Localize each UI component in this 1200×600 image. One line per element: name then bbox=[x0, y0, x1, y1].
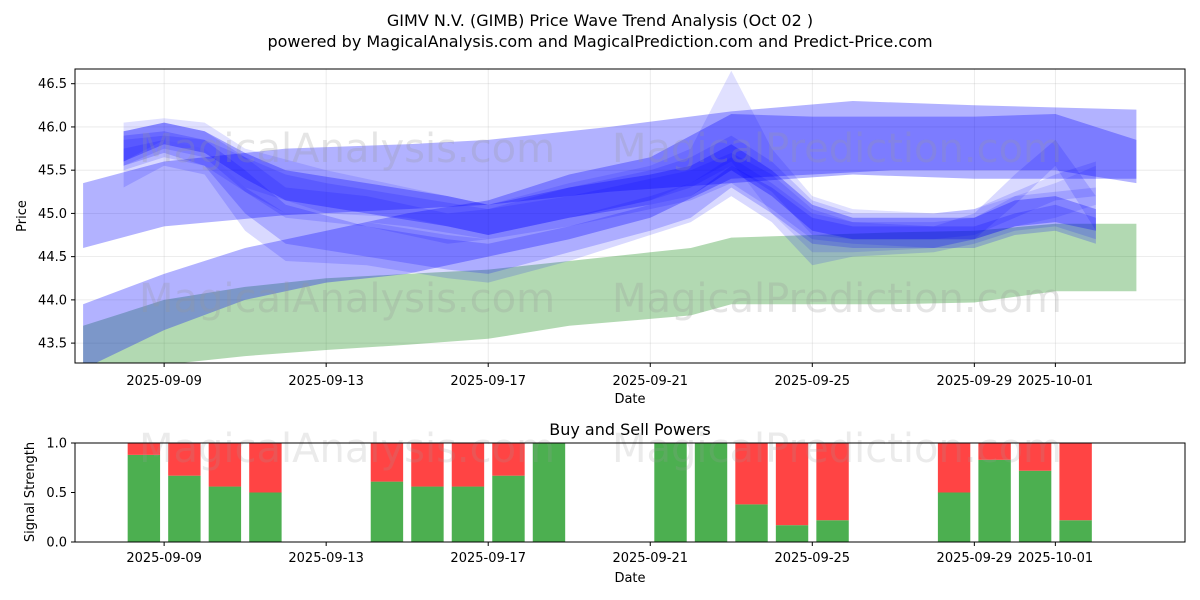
price-x-tick-label: 2025-09-17 bbox=[450, 374, 526, 389]
price-y-tick-label: 44.0 bbox=[38, 293, 67, 308]
price-x-tick-label: 2025-09-21 bbox=[612, 374, 688, 389]
sell-power-bar bbox=[127, 443, 161, 455]
buy-power-bar bbox=[127, 454, 161, 542]
signal-y-axis-label: Signal Strength bbox=[23, 442, 38, 542]
blue-wave-band bbox=[123, 122, 1096, 244]
signal-x-ticks: 2025-09-09 2025-09-13 2025-09-17 2025-09-21… bbox=[126, 542, 1093, 566]
signal-x-tick-label: 2025-09-21 bbox=[612, 551, 688, 566]
sell-power-bar bbox=[208, 443, 242, 487]
blue-wave-band bbox=[123, 122, 1096, 240]
signal-x-tick-label: 2025-09-17 bbox=[450, 551, 526, 566]
signal-x-tick-label: 2025-09-25 bbox=[775, 551, 851, 566]
sell-power-bar bbox=[1018, 443, 1052, 471]
buy-power-bar bbox=[694, 443, 728, 542]
signal-x-tick-label: 2025-09-09 bbox=[126, 551, 202, 566]
buy-power-bar bbox=[411, 486, 444, 542]
buy-power-bar bbox=[775, 525, 809, 542]
signal-x-tick-label: 2025-09-29 bbox=[937, 551, 1013, 566]
buy-power-bar bbox=[1018, 470, 1052, 542]
price-y-tick-label: 45.0 bbox=[38, 207, 67, 222]
price-x-ticks: 2025-09-09 2025-09-13 2025-09-17 2025-09-21… bbox=[126, 363, 1093, 389]
buy-power-bar bbox=[735, 504, 768, 542]
watermark-left-mid: MagicalAnalysis.com bbox=[139, 276, 555, 322]
watermark-left-bottom: MagicalAnalysis.com bbox=[139, 426, 555, 472]
price-y-ticks: 43.5 44.0 44.5 45.0 45.5 46.0 46.5 bbox=[38, 77, 75, 352]
price-y-axis-label: Price bbox=[15, 200, 30, 232]
price-y-tick-label: 46.5 bbox=[38, 77, 67, 92]
signal-y-ticks: 0.0 0.5 1.0 bbox=[46, 437, 75, 551]
signal-y-tick-label: 0.5 bbox=[46, 486, 67, 501]
buy-power-bar bbox=[1059, 520, 1092, 542]
buy-power-bar bbox=[654, 443, 687, 542]
price-y-tick-label: 43.5 bbox=[38, 337, 67, 352]
price-plot-frame bbox=[74, 68, 1186, 364]
signal-y-tick-label: 1.0 bbox=[46, 437, 67, 452]
watermark-right-mid: MagicalPrediction.com bbox=[612, 276, 1062, 322]
price-panel: MagicalAnalysis.com MagicalPrediction.co… bbox=[15, 68, 1186, 407]
signal-panel: Buy and Sell Powers MagicalAnalysis.com … bbox=[23, 420, 1186, 586]
sell-power-bar bbox=[370, 443, 404, 482]
sell-power-bar bbox=[1059, 443, 1092, 521]
watermark-left-top: MagicalAnalysis.com bbox=[139, 126, 555, 172]
buy-power-bar bbox=[370, 481, 404, 542]
sell-power-bar bbox=[816, 443, 849, 521]
buy-power-bar bbox=[816, 520, 849, 542]
sell-power-bar bbox=[775, 443, 809, 526]
price-x-tick-label: 2025-09-13 bbox=[288, 374, 364, 389]
sell-power-bar bbox=[492, 443, 525, 476]
signal-x-tick-label: 2025-09-13 bbox=[288, 551, 364, 566]
sell-power-bar bbox=[978, 443, 1011, 460]
signal-x-axis-label: Date bbox=[614, 571, 645, 586]
sell-power-bar bbox=[451, 443, 485, 487]
blue-wave-band bbox=[123, 139, 1096, 283]
price-y-tick-label: 46.0 bbox=[38, 120, 67, 135]
price-x-tick-label: 2025-09-29 bbox=[937, 374, 1013, 389]
watermark-right-top: MagicalPrediction.com bbox=[612, 126, 1062, 172]
sell-power-bar bbox=[249, 443, 282, 493]
blue-wave-band bbox=[83, 114, 1137, 363]
blue-wave-band bbox=[123, 70, 1096, 253]
buy-power-bar bbox=[451, 486, 485, 542]
chart-title-line2: powered by MagicalAnalysis.com and Magic… bbox=[267, 32, 932, 51]
signal-chart-title: Buy and Sell Powers bbox=[549, 420, 711, 439]
blue-wave-band bbox=[123, 135, 1096, 248]
sell-power-bar bbox=[735, 443, 768, 505]
watermark-right-bottom: MagicalPrediction.com bbox=[612, 426, 1062, 472]
price-x-axis-label: Date bbox=[614, 392, 645, 407]
signal-y-tick-label: 0.0 bbox=[46, 536, 67, 551]
buy-power-bar bbox=[208, 486, 242, 542]
buy-power-bar bbox=[249, 492, 282, 542]
sell-power-bar bbox=[937, 443, 971, 493]
buy-power-bar bbox=[937, 492, 971, 542]
green-price-band bbox=[83, 223, 1137, 363]
signal-x-tick-label: 2025-10-01 bbox=[1018, 551, 1094, 566]
sell-power-bar bbox=[168, 443, 201, 476]
blue-bands-layer bbox=[83, 70, 1137, 363]
price-x-tick-label: 2025-09-25 bbox=[775, 374, 851, 389]
price-y-tick-label: 45.5 bbox=[38, 164, 67, 179]
green-band-layer bbox=[83, 223, 1137, 363]
blue-wave-band bbox=[123, 131, 1096, 274]
price-x-tick-label: 2025-09-09 bbox=[126, 374, 202, 389]
buy-power-bar bbox=[978, 459, 1011, 542]
price-x-tick-label: 2025-10-01 bbox=[1018, 374, 1094, 389]
buy-power-bar bbox=[492, 475, 525, 542]
blue-wave-band bbox=[83, 101, 1137, 248]
price-grid bbox=[75, 69, 1185, 363]
signal-bars-layer bbox=[127, 443, 1092, 542]
chart-title-line1: GIMV N.V. (GIMB) Price Wave Trend Analys… bbox=[387, 11, 813, 30]
buy-power-bar bbox=[532, 443, 566, 542]
price-y-tick-label: 44.5 bbox=[38, 250, 67, 265]
price-plot-area bbox=[75, 69, 1185, 363]
sell-power-bar bbox=[411, 443, 444, 487]
buy-power-bar bbox=[168, 475, 201, 542]
